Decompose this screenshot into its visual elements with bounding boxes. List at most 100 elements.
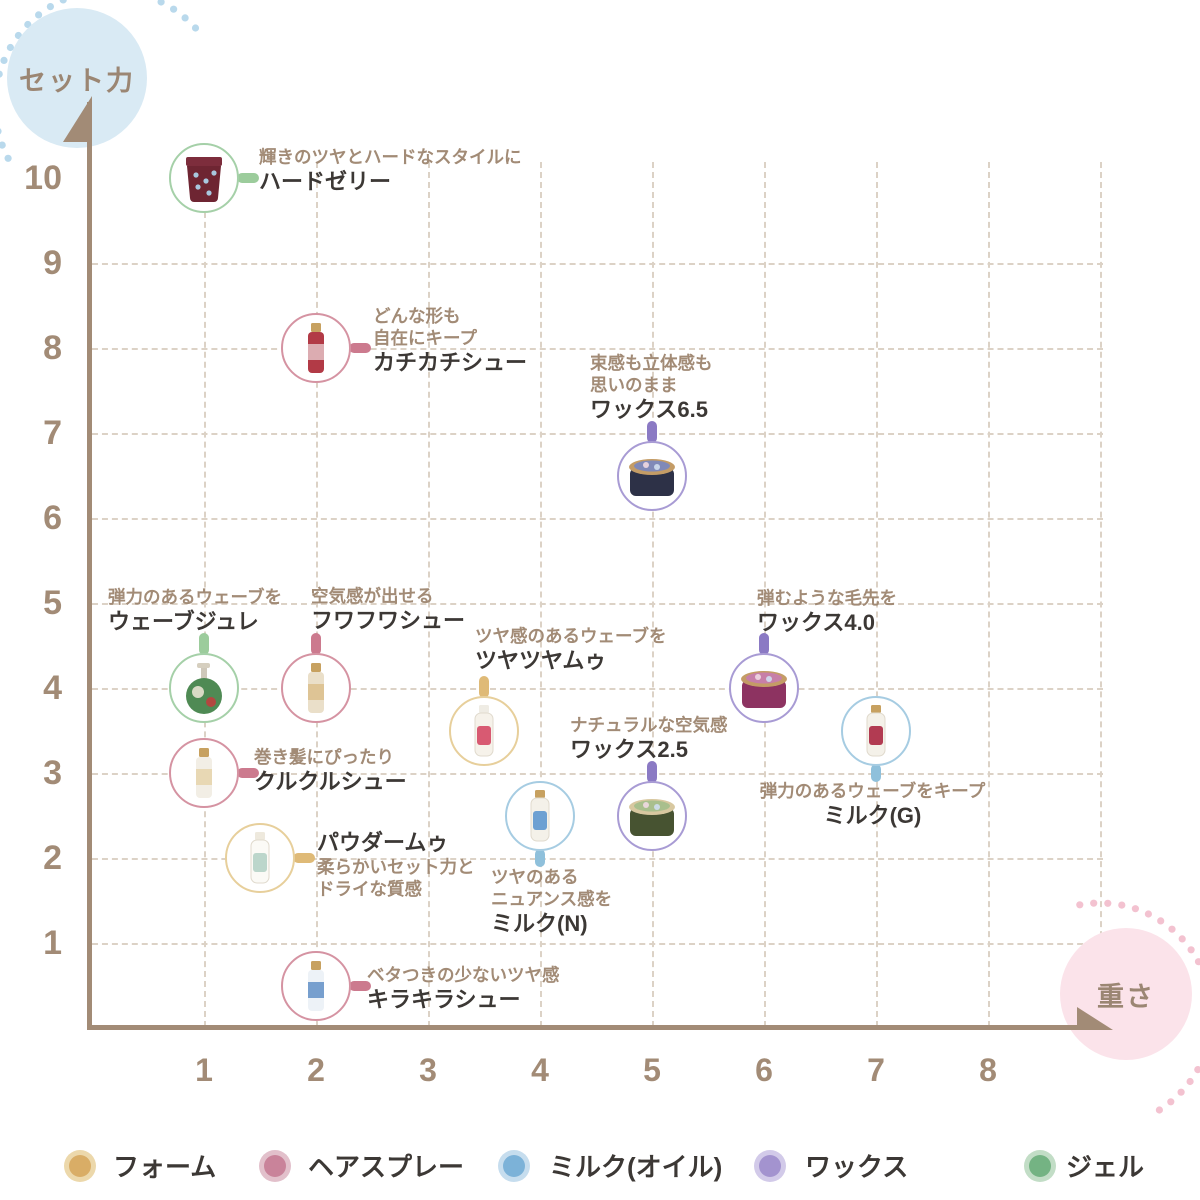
product-desc-line: ツヤ感のあるウェーブを bbox=[475, 626, 667, 646]
decor-dot bbox=[1167, 1098, 1175, 1106]
connector-line bbox=[647, 760, 657, 783]
bottle-icon bbox=[250, 832, 270, 884]
connector-line bbox=[349, 343, 371, 353]
product-label-milk-g: 弾力のあるウェーブをキープ ミルク(G) bbox=[755, 780, 990, 829]
grid-hline bbox=[92, 348, 1103, 350]
grid-vline bbox=[204, 162, 206, 1027]
product-desc-line: 空気感が出せる bbox=[311, 586, 434, 606]
x-tick-label: 1 bbox=[195, 1052, 213, 1088]
product-name: ミルク(N) bbox=[491, 911, 588, 936]
product-desc-line: 弾力のあるウェーブをキープ bbox=[759, 781, 986, 801]
spray-can-icon bbox=[308, 960, 324, 1011]
decor-dot bbox=[1118, 901, 1126, 909]
grid-hline bbox=[92, 943, 1103, 945]
product-desc-line: 思いのまま bbox=[590, 375, 678, 395]
decor-dot bbox=[1178, 935, 1186, 943]
product-name: ハードゼリー bbox=[259, 169, 392, 194]
product-desc-line: ベタつきの少ないツヤ感 bbox=[367, 965, 560, 985]
product-label-kurukuru-shoe: 巻き髪にぴったり クルクルシュー bbox=[254, 746, 407, 795]
decor-dot bbox=[59, 0, 67, 4]
grid-vline bbox=[540, 162, 542, 1027]
spray-can-icon bbox=[196, 748, 212, 798]
product-label-fuwafuwa-shoe: 空気感が出せる フワフワシュー bbox=[311, 585, 465, 634]
product-desc-line: 巻き髪にぴったり bbox=[254, 747, 394, 767]
bottle-icon bbox=[530, 789, 550, 841]
product-label-kachikachi-shoe: どんな形も 自在にキープ カチカチシュー bbox=[373, 305, 527, 376]
product-name: パウダームゥ bbox=[317, 830, 449, 855]
decor-dot bbox=[1194, 958, 1200, 966]
product-label-hard-jelly: 輝きのツヤとハードなスタイルに ハードゼリー bbox=[259, 146, 522, 195]
product-marker-kachikachi-shoe bbox=[281, 313, 351, 383]
x-tick-label: 3 bbox=[419, 1052, 437, 1088]
decor-dot bbox=[170, 5, 178, 13]
product-marker-milk-g bbox=[841, 695, 911, 766]
product-label-milk-n: ツヤのある ニュアンス感を ミルク(N) bbox=[491, 866, 612, 937]
product-marker-fuwafuwa-shoe bbox=[281, 653, 351, 723]
connector-line bbox=[759, 633, 769, 655]
x-tick-label: 5 bbox=[643, 1052, 661, 1088]
product-name: ワックス4.0 bbox=[757, 610, 875, 635]
pump-bottle-icon bbox=[186, 663, 222, 714]
grid-vline bbox=[316, 162, 318, 1027]
wax-tin-icon bbox=[741, 671, 787, 708]
connector-line bbox=[311, 633, 321, 655]
product-name: カチカチシュー bbox=[373, 350, 528, 375]
decor-dot bbox=[1168, 925, 1176, 933]
connector-line bbox=[199, 633, 209, 655]
grid-vline bbox=[652, 162, 654, 1027]
grid-vline bbox=[988, 162, 990, 1027]
product-label-powder-mou: パウダームゥ 柔らかいセット力と ドライな質感 bbox=[317, 829, 475, 900]
connector-line bbox=[349, 980, 371, 991]
decor-dot bbox=[191, 24, 200, 32]
decor-dot bbox=[4, 154, 12, 162]
product-marker-wax-6-5 bbox=[617, 440, 687, 511]
product-desc-line: 弾力のあるウェーブを bbox=[108, 587, 282, 607]
product-marker-milk-n bbox=[505, 780, 575, 851]
product-desc-line: 輝きのツヤとハードなスタイルに bbox=[259, 147, 522, 167]
decor-dot bbox=[46, 3, 55, 11]
x-tick-label: 7 bbox=[867, 1052, 885, 1088]
y-axis-line bbox=[87, 102, 92, 1028]
connector-line bbox=[871, 763, 881, 782]
spray-can-icon bbox=[308, 663, 324, 713]
grid-hline bbox=[92, 433, 1103, 435]
product-name: ミルク(G) bbox=[823, 803, 922, 828]
bottle-icon bbox=[474, 704, 494, 756]
grid-hline bbox=[92, 858, 1103, 860]
product-name: フワフワシュー bbox=[311, 608, 466, 633]
spray-can-icon bbox=[308, 323, 324, 373]
wax-tin-icon bbox=[629, 458, 675, 496]
grid-vline bbox=[876, 162, 878, 1027]
product-desc-line: ニュアンス感を bbox=[491, 889, 613, 909]
product-desc-line: 自在にキープ bbox=[373, 328, 477, 348]
x-tick-label: 2 bbox=[307, 1052, 325, 1088]
product-label-wax-6-5: 束感も立体感も 思いのまま ワックス6.5 bbox=[590, 352, 713, 423]
product-desc-line: 束感も立体感も bbox=[590, 353, 713, 373]
decor-dot bbox=[35, 11, 43, 19]
decor-dot bbox=[157, 0, 165, 6]
grid-vline bbox=[764, 162, 766, 1027]
y-tick-label: 3 bbox=[43, 754, 62, 792]
product-label-tsuyatsuya-mou: ツヤ感のあるウェーブを ツヤツヤムゥ bbox=[475, 625, 666, 674]
y-tick-label: 5 bbox=[43, 584, 62, 622]
product-marker-wax-2-5 bbox=[617, 780, 687, 851]
product-label-wax-4-0: 弾むような毛先を ワックス4.0 bbox=[757, 587, 897, 636]
grid-vline bbox=[1100, 162, 1102, 1027]
product-label-wax-2-5: ナチュラルな空気感 ワックス2.5 bbox=[570, 714, 728, 763]
product-name: クルクルシュー bbox=[254, 769, 407, 794]
product-desc-line: ドライな質感 bbox=[317, 879, 422, 899]
product-label-wave-jure: 弾力のあるウェーブを ウェーブジュレ bbox=[108, 586, 282, 635]
grid-hline bbox=[92, 263, 1103, 265]
decor-dot bbox=[1155, 1106, 1163, 1114]
y-axis-label: セット力 bbox=[19, 65, 135, 96]
decor-dot bbox=[1177, 1088, 1185, 1096]
product-marker-wave-jure bbox=[169, 653, 239, 723]
decor-dot bbox=[1090, 899, 1098, 907]
y-tick-label: 2 bbox=[43, 839, 62, 877]
product-marker-hard-jelly bbox=[169, 143, 239, 213]
grid-hline bbox=[92, 773, 1103, 775]
x-axis-line bbox=[87, 1025, 1103, 1030]
x-tick-label: 8 bbox=[979, 1052, 997, 1088]
y-tick-label: 1 bbox=[43, 924, 62, 962]
